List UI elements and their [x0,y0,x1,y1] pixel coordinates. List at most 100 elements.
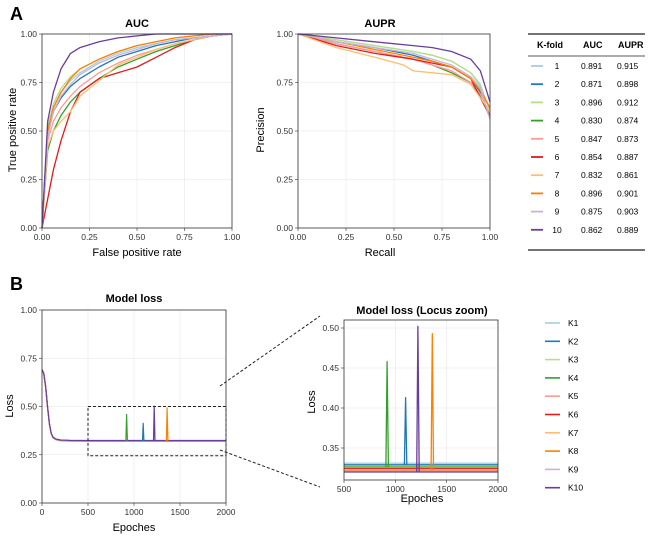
legend-label: K10 [568,483,583,493]
zoom-plot-area [344,320,498,480]
loss-xtick-label: 1500 [171,507,190,517]
table-cell-auc: 0.830 [581,116,603,126]
zoom-title: Model loss (Locus zoom) [356,305,488,317]
auc-xlabel: False positive rate [92,247,181,259]
table-cell-auc: 0.862 [581,225,603,235]
legend-label: K5 [568,391,579,401]
zoom-xtick-label: 1500 [437,484,456,494]
aupr-ytick-label: 0.00 [276,223,293,233]
table-cell-aupr: 0.873 [617,134,639,144]
aupr-frame [297,33,491,229]
auc-series-line-k7 [41,33,233,229]
aupr-ylabel: Precision [255,107,267,152]
loss-xtick-label: 0 [40,507,45,517]
legend-label: K4 [568,373,579,383]
table-cell-aupr: 0.861 [617,170,639,180]
table-cell-aupr: 0.903 [617,207,639,217]
loss-spike-k4 [125,414,128,441]
auc-xtick-label: 0.00 [34,232,51,242]
table-cell-aupr: 0.898 [617,79,639,89]
table-cell-kfold: 8 [555,188,560,198]
auc-xtick-label: 0.25 [81,232,98,242]
table-cell-auc: 0.847 [581,134,603,144]
zoom-connectors [219,315,321,488]
loss-xtick-label: 1000 [125,507,144,517]
auc-ytick-label: 0.75 [20,78,37,88]
legend-label: K3 [568,355,579,365]
zoom-ytick-label: 0.50 [322,323,339,333]
table-cell-aupr: 0.887 [617,152,639,162]
legend-label: K8 [568,446,579,456]
zoom-xlabel: Epoches [401,493,444,505]
auc-ytick-label: 0.50 [20,126,37,136]
aupr-xlabel: Recall [365,247,396,259]
table-cell-aupr: 0.912 [617,97,639,107]
loss-spike-k8 [165,407,169,441]
zoom-spike-k8 [430,332,435,471]
table-cell-auc: 0.875 [581,207,603,217]
legend-label: K1 [568,318,579,328]
loss-xtick-label: 500 [81,507,95,517]
table-cell-kfold: 2 [555,79,560,89]
aupr-ytick-label: 0.50 [276,126,293,136]
zoom-ytick-label: 0.35 [322,443,339,453]
auc-ytick-label: 1.00 [20,29,37,39]
zoom-spike-k2 [403,396,408,465]
table-cell-kfold: 6 [555,152,560,162]
auc-series-line-k8 [41,33,232,229]
auc-ylabel: True positive rate [7,88,19,173]
aupr-xtick-label: 0.75 [434,232,451,242]
loss-ytick-label: 0.00 [20,498,37,508]
aupr-series-line-k3 [297,33,491,112]
auc-plot: AUC False positive rate True positive ra… [7,18,241,259]
table-cell-aupr: 0.874 [617,116,639,126]
auc-frame [41,33,233,229]
loss-xlabel: Epoches [113,522,156,534]
aupr-title: AUPR [364,18,395,30]
loss-plot: Model loss Epoches Loss 0 500 1000 1500 2000… [4,293,236,534]
legend-label: K7 [568,428,579,438]
aupr-series-line-k7 [297,33,491,112]
table-cell-aupr: 0.889 [617,225,639,235]
aupr-plot: AUPR Recall Precision 0.00 0.25 0.50 0.75 1.… [255,18,499,259]
auc-ytick-label: 0.00 [20,223,37,233]
loss-frame [41,309,227,504]
auc-xtick-label: 0.75 [176,232,193,242]
zoom-connector-line [219,449,321,488]
loss-ytick-label: 0.50 [20,402,37,412]
legend-label: K2 [568,336,579,346]
table-cell-kfold: 10 [552,225,562,235]
table-cell-auc: 0.871 [581,79,603,89]
table-cell-auc: 0.832 [581,170,603,180]
zoom-spike-k10 [416,325,420,473]
panel-label-a: A [10,4,23,24]
aupr-ytick-label: 1.00 [276,29,293,39]
zoom-frame [343,319,499,481]
loss-zoom-plot: Model loss (Locus zoom) Epoches Loss 500… [306,305,508,505]
loss-ytick-label: 1.00 [20,305,37,315]
aupr-series-line-k10 [297,33,491,103]
table-header-kfold: K-fold [537,40,563,50]
auc-xtick-label: 0.50 [129,232,146,242]
zoom-xtick-label: 500 [337,484,351,494]
table-cell-kfold: 7 [555,170,560,180]
table-cell-auc: 0.896 [581,97,603,107]
legend-label: K6 [568,410,579,420]
table-cell-kfold: 4 [555,116,560,126]
aupr-xtick-label: 1.00 [482,232,499,242]
aupr-ytick-label: 0.75 [276,78,293,88]
table-header-auc: AUC [583,40,603,50]
auc-title: AUC [125,18,149,30]
table-cell-kfold: 1 [555,61,560,71]
loss-legend: K1 K2 K3 K4 K5 K6 K7 K8 K9 K10 [545,318,583,493]
aupr-xtick-label: 0.50 [386,232,403,242]
kfold-table: K-fold AUC AUPR 1 0.891 0.915 2 0.871 0.898 3 0… [528,33,645,251]
aupr-ytick-label: 0.25 [276,175,293,185]
loss-ylabel: Loss [4,394,16,418]
loss-ytick-label: 0.25 [20,450,37,460]
panel-label-b: B [10,274,23,294]
zoom-xtick-label: 2000 [489,484,508,494]
zoom-xtick-label: 1000 [386,484,405,494]
aupr-series-line-k6 [297,33,491,116]
